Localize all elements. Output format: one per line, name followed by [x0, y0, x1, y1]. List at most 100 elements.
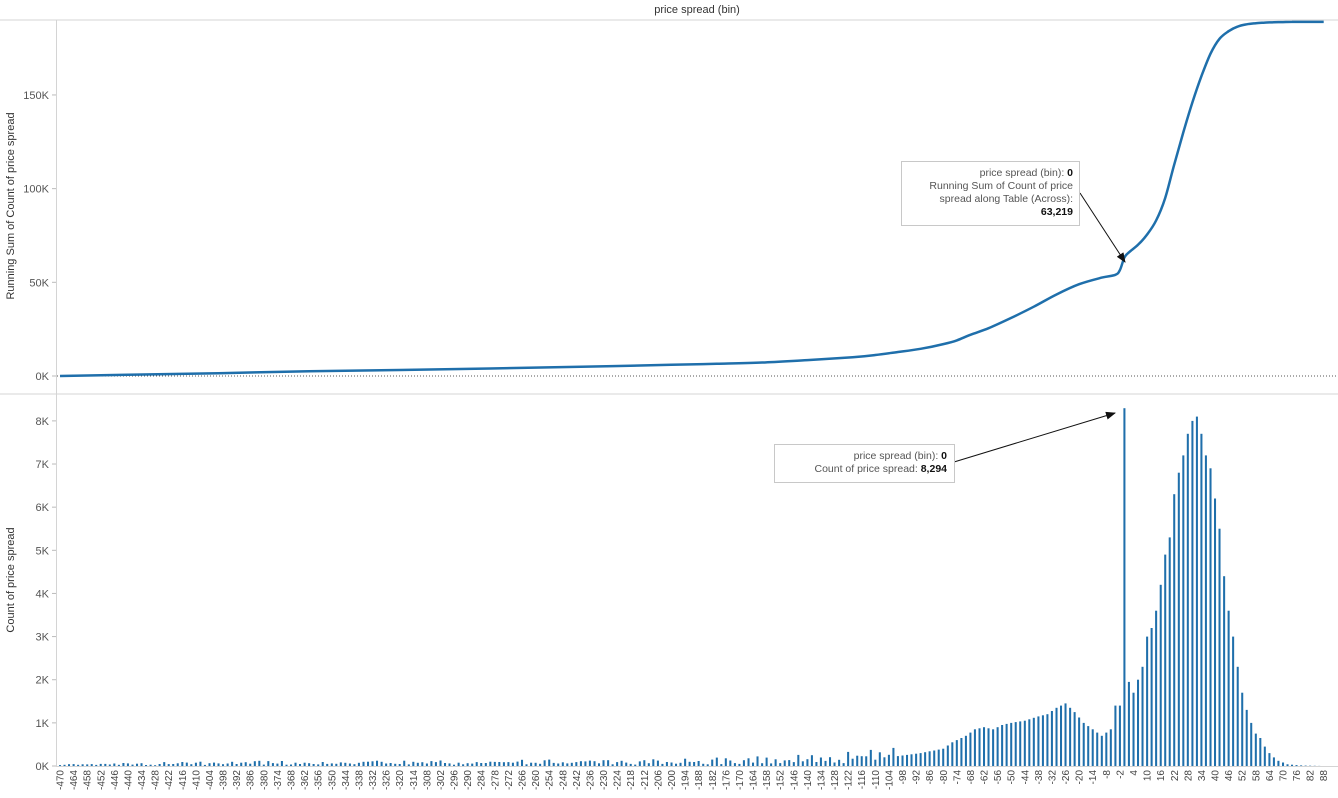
count-bar	[992, 729, 995, 766]
x-tick-label: -110	[871, 770, 882, 790]
annotation-running-sum-value: 63,219	[1041, 206, 1073, 218]
count-bar	[303, 762, 306, 766]
count-bar	[1087, 726, 1090, 766]
count-bar	[290, 764, 293, 766]
x-tick-label: -446	[110, 770, 121, 790]
count-bar	[1060, 705, 1063, 766]
top-y-tick-label: 100K	[23, 184, 49, 196]
count-bar	[924, 752, 927, 766]
count-bar	[1245, 709, 1248, 766]
count-bar	[1268, 753, 1271, 766]
count-bar	[1186, 433, 1189, 766]
count-bar	[59, 765, 62, 766]
count-bar	[353, 764, 356, 766]
count-bar	[1132, 692, 1135, 766]
count-bar	[937, 749, 940, 766]
count-bar	[865, 756, 868, 766]
count-bar	[1182, 455, 1185, 766]
count-bar	[480, 763, 483, 766]
count-bar	[466, 763, 469, 766]
count-bar	[244, 762, 247, 766]
count-bar	[724, 758, 727, 766]
count-bar	[634, 764, 637, 766]
count-bar	[810, 755, 813, 766]
count-bar	[738, 763, 741, 766]
count-bar	[611, 764, 614, 766]
count-bar	[815, 762, 818, 766]
count-bar	[511, 762, 514, 766]
x-tick-label: -386	[246, 770, 257, 790]
annotation-running-sum-line1: price spread (bin): 0	[980, 167, 1074, 179]
x-tick-label: -194	[681, 770, 692, 790]
x-tick-label: -182	[708, 770, 719, 790]
count-bar	[317, 764, 320, 766]
x-tick-label: 10	[1143, 770, 1154, 782]
count-bar	[516, 761, 519, 766]
x-tick-label: -62	[980, 770, 991, 785]
count-bar	[715, 757, 718, 766]
count-bar	[1195, 416, 1198, 766]
x-tick-label: -260	[531, 770, 542, 790]
count-bar	[63, 764, 66, 766]
bottom-y-tick-label: 0K	[36, 761, 50, 773]
count-bar	[702, 763, 705, 766]
count-bar	[294, 762, 297, 766]
count-bar	[1155, 610, 1158, 766]
x-tick-label: -248	[558, 770, 569, 790]
bottom-y-tick-label: 5K	[36, 545, 50, 557]
count-bar	[1069, 707, 1072, 766]
count-bar	[430, 761, 433, 766]
count-bar	[403, 760, 406, 766]
x-tick-label: -38	[1034, 770, 1045, 785]
x-tick-label: -320	[395, 770, 406, 790]
x-tick-label: -410	[191, 770, 202, 790]
count-bar	[235, 764, 238, 766]
count-bar	[1295, 765, 1298, 766]
count-bar	[842, 763, 845, 766]
count-bar	[1259, 738, 1262, 766]
count-bar	[357, 762, 360, 766]
count-bar	[987, 728, 990, 766]
x-tick-label: -20	[1075, 770, 1086, 785]
x-tick-label: -452	[96, 770, 107, 790]
count-bar	[389, 763, 392, 766]
count-bar	[258, 760, 261, 766]
count-bar	[145, 765, 148, 766]
count-bar	[561, 762, 564, 766]
x-tick-label: 28	[1183, 770, 1194, 782]
count-bar	[1263, 746, 1266, 766]
count-bar	[874, 759, 877, 766]
x-tick-label: -32	[1048, 770, 1059, 785]
annotation-running-sum: price spread (bin): 0 Running Sum of Cou…	[901, 161, 1126, 263]
count-bar	[1272, 757, 1275, 766]
count-bar	[575, 762, 578, 766]
count-bar	[647, 763, 650, 766]
count-bar	[969, 732, 972, 766]
count-bar	[81, 764, 84, 766]
x-tick-label: -392	[232, 770, 243, 790]
count-bar	[1118, 705, 1121, 766]
count-bar	[1146, 636, 1149, 766]
count-bar	[665, 762, 668, 766]
count-bar	[136, 763, 139, 766]
bottom-y-tick-label: 1K	[36, 718, 50, 730]
x-tick-label: 70	[1279, 770, 1290, 782]
count-bar	[919, 753, 922, 766]
count-bar	[616, 762, 619, 766]
count-bar	[706, 764, 709, 766]
count-bar	[1177, 472, 1180, 766]
x-tick-label: -2	[1115, 770, 1126, 779]
x-tick-label: -26	[1061, 770, 1072, 785]
count-bar	[489, 761, 492, 766]
count-bar	[643, 760, 646, 766]
count-bar	[593, 761, 596, 766]
count-bar	[747, 758, 750, 766]
count-bar	[117, 764, 120, 766]
annotation-count-value-label: Count of price spread:	[814, 463, 917, 475]
annotation-running-sum-line3: spread along Table (Across):	[940, 193, 1073, 205]
count-bar	[679, 762, 682, 766]
count-bar	[878, 752, 881, 766]
count-bar	[95, 764, 98, 766]
count-bar	[860, 756, 863, 766]
